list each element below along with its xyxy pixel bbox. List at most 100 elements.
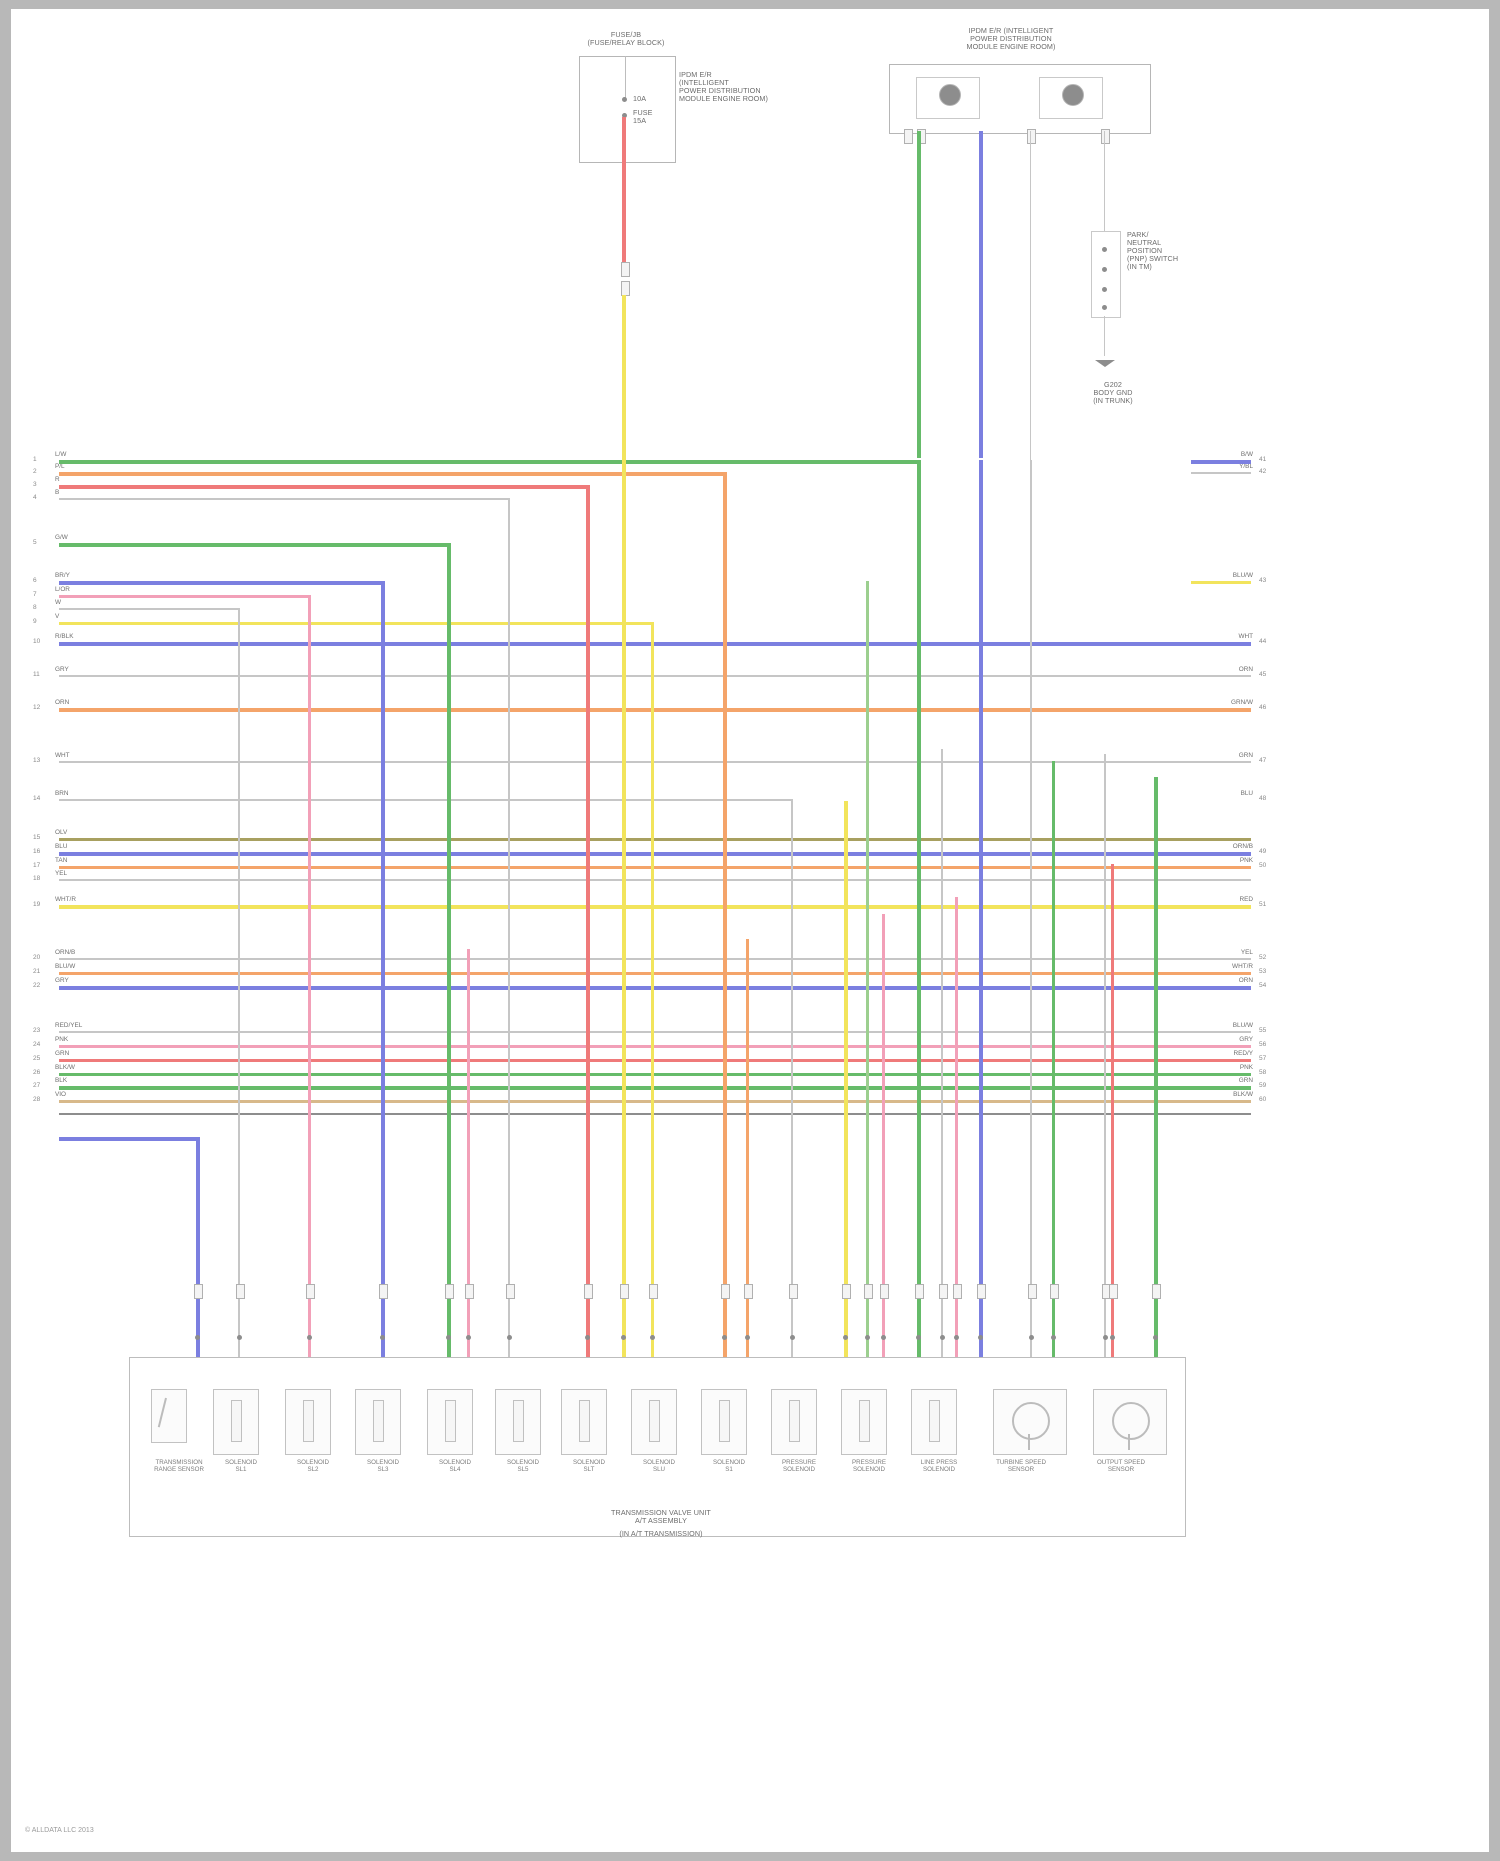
component-solenoid-s1: SOLENOID S1 (701, 1389, 757, 1473)
bus-wire (59, 595, 308, 598)
bus-wire (59, 866, 1251, 869)
diagram-sheet: FUSE/JB (FUSE/RELAY BLOCK) IPDM E/R (INT… (11, 9, 1489, 1852)
drop-wire (238, 608, 240, 1361)
relay-2-coil-icon (1062, 84, 1084, 106)
bus-wire (59, 972, 1251, 975)
harness-connector-pin (842, 1284, 851, 1299)
component-body (151, 1389, 187, 1443)
fuse-connector-2 (621, 281, 630, 296)
harness-connector-pin (1152, 1284, 1161, 1299)
right-pin-number: 47 (1259, 757, 1267, 764)
component-body (495, 1389, 541, 1455)
solenoid-coil-icon (929, 1400, 940, 1442)
harness-connector-node (1103, 1335, 1108, 1340)
right-pin-number: 51 (1259, 901, 1267, 908)
harness-connector-pin (1028, 1284, 1037, 1299)
solenoid-coil-icon (303, 1400, 314, 1442)
drop-wire (955, 897, 958, 1361)
component-label: SOLENOID S1 (713, 1459, 745, 1473)
left-wire-label: R (55, 476, 60, 483)
right-wire-label: RED (1239, 896, 1254, 903)
bus-wire (59, 581, 381, 585)
drop-wire (1052, 761, 1055, 1361)
left-pin-number: 18 (33, 875, 41, 882)
left-pin-number: 23 (33, 1027, 41, 1034)
drop-wire (622, 295, 626, 1361)
relay-1 (916, 77, 980, 119)
bus-wire (59, 838, 1251, 841)
drop-wire (1111, 864, 1114, 1361)
right-wire-label: ORN (1238, 977, 1253, 984)
component-body (631, 1389, 677, 1455)
solenoid-coil-icon (789, 1400, 800, 1442)
component-label: SOLENOID SLT (573, 1459, 605, 1473)
harness-subtitle: (IN A/T TRANSMISSION) (619, 1529, 703, 1538)
drop-wire (586, 485, 590, 1361)
bus-wire (59, 498, 508, 500)
harness-connector-node (1110, 1335, 1115, 1340)
drop-wire (1154, 777, 1158, 1361)
right-pin-number: 52 (1259, 954, 1267, 961)
bus-wire (59, 799, 791, 801)
harness-connector-node (195, 1335, 200, 1340)
fuse-block-note: IPDM E/R (INTELLIGENT POWER DISTRIBUTION… (679, 70, 768, 103)
harness-connector-node (1153, 1335, 1158, 1340)
ipdm-connector-d (1101, 129, 1110, 144)
left-pin-number: 4 (33, 494, 37, 501)
component-solenoid-sl1: SOLENOID SL1 (213, 1389, 269, 1473)
left-wire-label: B (55, 489, 60, 496)
copyright-text: © ALLDATA LLC 2013 (25, 1827, 94, 1834)
bus-wire (59, 460, 917, 464)
component-solenoid-sl3: SOLENOID SL3 (355, 1389, 411, 1473)
component-body (911, 1389, 957, 1455)
pnp-node-2 (1102, 267, 1107, 272)
right-wire-label: WHT (1238, 633, 1253, 640)
ipdm-title: IPDM E/R (INTELLIGENT POWER DISTRIBUTION… (966, 26, 1056, 51)
component-solenoid-sl2: SOLENOID SL2 (285, 1389, 341, 1473)
harness-connector-node (843, 1335, 848, 1340)
left-wire-label: BLK (55, 1077, 68, 1084)
left-wire-label: V (55, 613, 60, 620)
left-wire-label: TAN (55, 857, 68, 864)
left-wire-label: BRN (55, 790, 69, 797)
drop-wire (467, 949, 470, 1361)
harness-connector-node (380, 1335, 385, 1340)
harness-connector-node (881, 1335, 886, 1340)
sensor-stem (1028, 1434, 1030, 1450)
bus-wire (59, 1031, 1251, 1033)
fuse-block-title: FUSE/JB (FUSE/RELAY BLOCK) (587, 30, 665, 47)
right-wire-label: ORN (1238, 666, 1253, 673)
component-body (1093, 1389, 1167, 1455)
drop-wire (381, 581, 385, 1361)
harness-connector-pin (880, 1284, 889, 1299)
left-wire-label: PNK (55, 1036, 69, 1043)
right-pin-number: 42 (1259, 468, 1267, 475)
harness-connector-node (978, 1335, 983, 1340)
drop-wire (882, 914, 885, 1361)
right-wire-label: BLU/W (1232, 572, 1253, 579)
left-pin-number: 11 (33, 671, 40, 678)
left-pin-number: 26 (33, 1069, 41, 1076)
left-pin-number: 24 (33, 1041, 41, 1048)
component-body (213, 1389, 259, 1455)
component-solenoid-slu: SOLENOID SLU (631, 1389, 687, 1473)
solenoid-coil-icon (859, 1400, 870, 1442)
fuse-node-b (622, 113, 627, 118)
fuse-connector-1 (621, 262, 630, 277)
wire-ipdm-green (917, 131, 921, 458)
component-label: TURBINE SPEED SENSOR (996, 1459, 1046, 1473)
bus-wire (59, 543, 447, 547)
harness-connector-pin (977, 1284, 986, 1299)
left-wire-label: WHT/R (55, 896, 76, 903)
harness-connector-pin (744, 1284, 753, 1299)
harness-connector-node (865, 1335, 870, 1340)
left-wire-label: G/W (55, 534, 68, 541)
right-pin-number: 48 (1259, 795, 1267, 802)
drop-wire (866, 581, 869, 1361)
left-wire-label: R/BLK (55, 633, 74, 640)
harness-connector-pin (194, 1284, 203, 1299)
solenoid-coil-icon (579, 1400, 590, 1442)
right-wire-label: B/W (1240, 451, 1253, 458)
right-pin-number: 57 (1259, 1055, 1267, 1062)
